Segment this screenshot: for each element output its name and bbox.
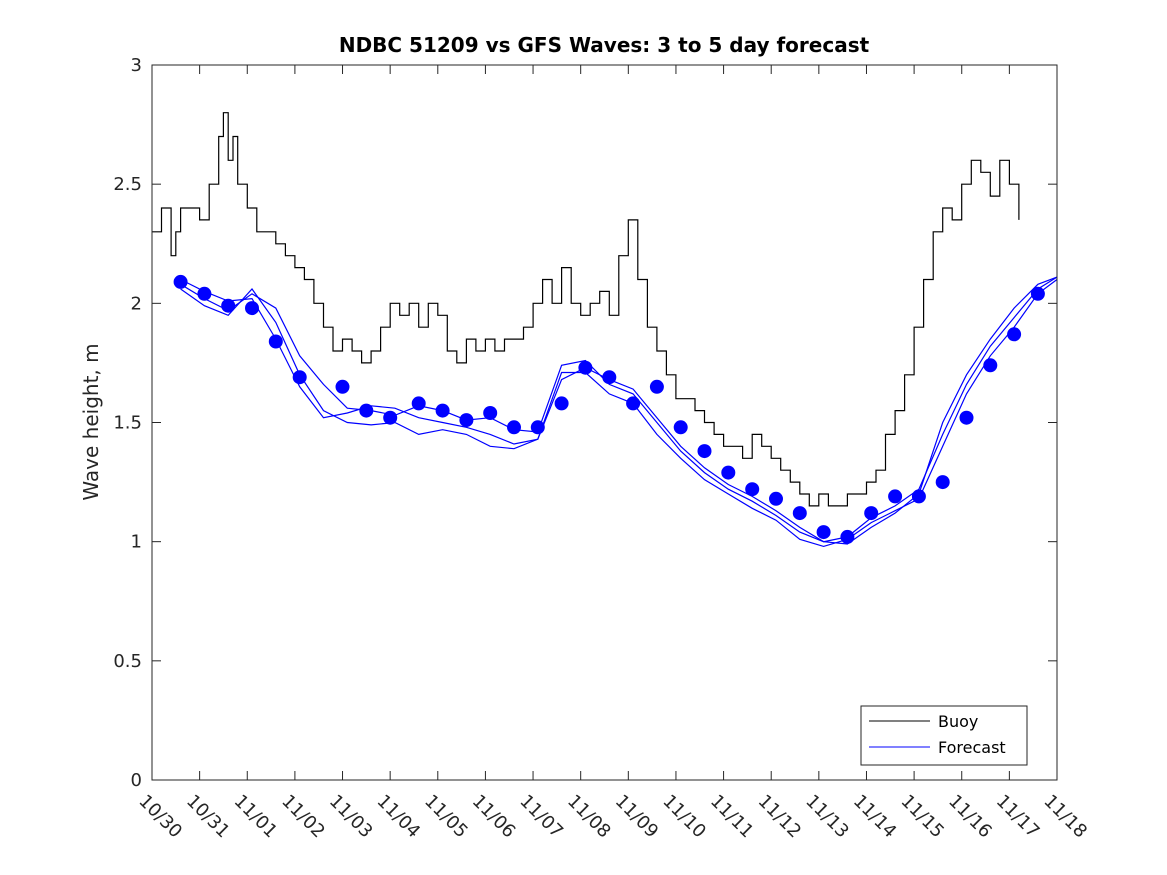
forecast-point: [769, 492, 783, 506]
forecast-point: [698, 444, 712, 458]
wave-height-chart: NDBC 51209 vs GFS Waves: 3 to 5 day fore…: [0, 0, 1167, 875]
legend-forecast-label: Forecast: [938, 738, 1006, 757]
forecast-point: [674, 420, 688, 434]
forecast-point: [793, 506, 807, 520]
forecast-point: [888, 489, 902, 503]
y-tick-label: 2.5: [113, 174, 142, 195]
forecast-point: [650, 380, 664, 394]
forecast-point: [983, 358, 997, 372]
chart-title: NDBC 51209 vs GFS Waves: 3 to 5 day fore…: [339, 33, 870, 57]
y-tick-label: 1.5: [113, 413, 142, 434]
legend: Buoy Forecast: [861, 706, 1027, 765]
forecast-point: [721, 466, 735, 480]
forecast-point: [336, 380, 350, 394]
y-tick-label: 3: [131, 55, 142, 76]
y-tick-label: 2: [131, 293, 142, 314]
forecast-point: [1007, 327, 1021, 341]
forecast-point: [555, 396, 569, 410]
plot-area: [152, 65, 1057, 780]
y-axis-label: Wave height, m: [79, 343, 103, 500]
y-tick-label: 1: [131, 532, 142, 553]
forecast-point: [960, 411, 974, 425]
y-tick-label: 0.5: [113, 651, 142, 672]
forecast-point: [269, 335, 283, 349]
legend-buoy-label: Buoy: [938, 712, 978, 731]
y-tick-label: 0: [131, 770, 142, 791]
forecast-point: [817, 525, 831, 539]
forecast-point: [936, 475, 950, 489]
